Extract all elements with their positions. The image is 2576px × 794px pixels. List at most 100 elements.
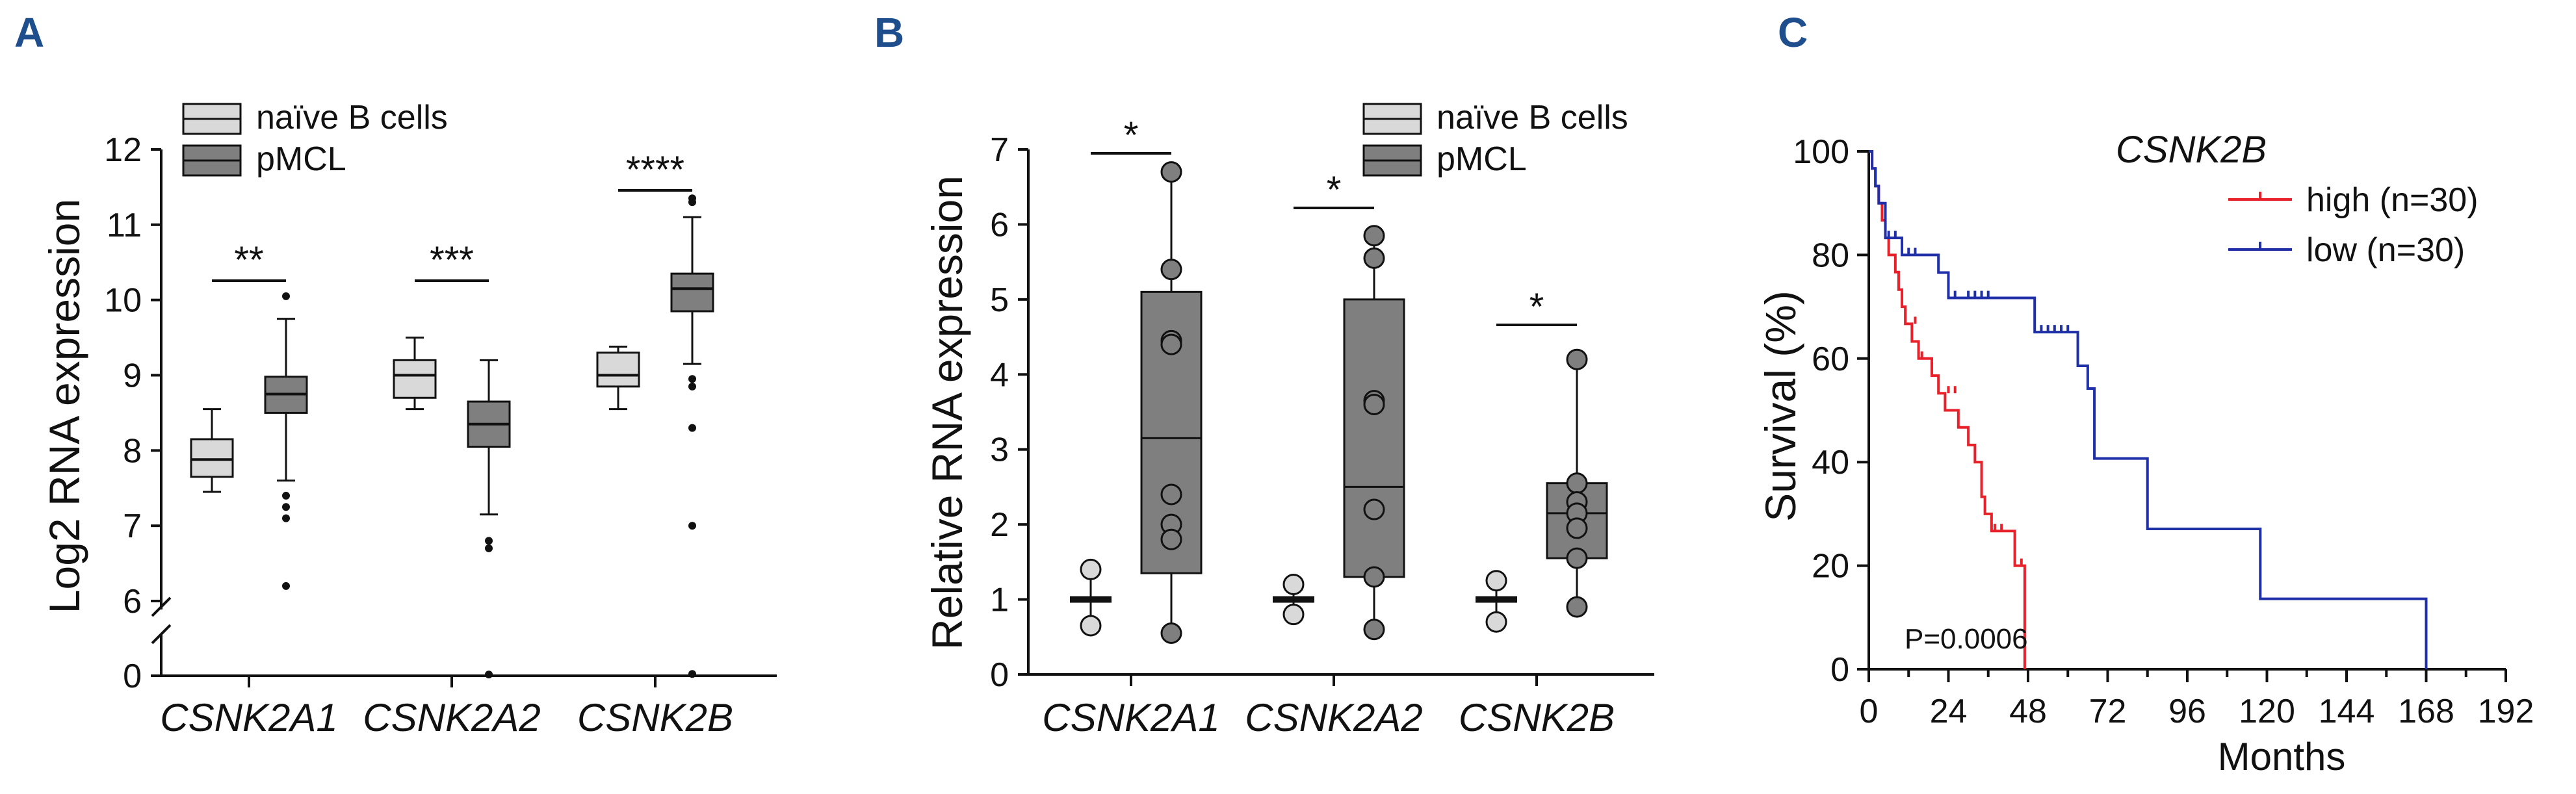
- panel-b-boxes: [1070, 161, 1608, 645]
- panel-a-y-tick-label: 9: [123, 357, 142, 395]
- panel-a-legend-label: naïve B cells: [256, 99, 448, 136]
- panel-a-outlier-point: [282, 503, 290, 511]
- panel-letter-a: A: [14, 9, 44, 56]
- panel-c-axes: 0 20 40 60 80 100 0 24 48 72 96 120 144 168 192: [1793, 133, 2534, 730]
- panel-c-legend-label: high (n=30): [2306, 181, 2478, 219]
- panel-b-legend-label: pMCL: [1437, 140, 1527, 178]
- panel-b-data-point: [1282, 573, 1305, 595]
- panel-a: A Log2 RNA expression 0 6 7 8 9 10 11 12 CSNK2A1…: [14, 9, 777, 739]
- panel-letter-c: C: [1778, 9, 1808, 56]
- panel-c-xlabel: Months: [2218, 735, 2346, 778]
- panel-b-legend-label: naïve B cells: [1437, 99, 1628, 136]
- panel-a-legend: naïve B cells pMCL: [182, 99, 448, 178]
- panel-b-y-tick-label: 1: [990, 582, 1009, 619]
- panel-b-box: [1476, 596, 1517, 603]
- panel-c-survival-curve: [1869, 150, 2026, 669]
- panel-c-y-tick-label: 80: [1812, 237, 1849, 274]
- panel-c-y-tick-label: 60: [1812, 340, 1849, 378]
- panel-c-x-tick-label: 120: [2239, 693, 2295, 730]
- panel-b-data-point: [1566, 472, 1588, 494]
- panel-a-category-label: CSNK2A1: [160, 696, 337, 739]
- panel-a-significance-label: ***: [430, 239, 474, 281]
- panel-a-y-tick-label: 7: [123, 507, 142, 545]
- panel-b-data-point: [1363, 619, 1385, 641]
- panel-a-outlier-point: [688, 382, 696, 391]
- panel-c-legend-label: low (n=30): [2306, 231, 2465, 269]
- panel-b-data-point: [1160, 259, 1182, 281]
- panel-b-box: [1273, 596, 1314, 603]
- panel-a-box: [190, 438, 234, 478]
- panel-b-significance: * * *: [1091, 114, 1577, 328]
- panel-b-data-point: [1363, 247, 1385, 269]
- panel-b-data-point: [1160, 528, 1182, 550]
- panel-a-outlier-point: [485, 537, 493, 545]
- panel-a-axis-break-mark: [151, 596, 172, 617]
- panel-b-data-point: [1566, 547, 1588, 569]
- panel-a-box: [393, 359, 437, 399]
- panel-b-data-point: [1282, 604, 1305, 626]
- panel-a-boxes: [190, 194, 714, 679]
- panel-a-outlier-point: [282, 514, 290, 522]
- panel-b-y-tick-label: 6: [990, 206, 1009, 244]
- panel-c-x-tick-label: 192: [2478, 693, 2534, 730]
- panel-a-outlier-point: [282, 491, 290, 500]
- panel-a-y-tick-label: 10: [104, 282, 142, 320]
- panel-b-category-label: CSNK2A2: [1245, 696, 1422, 739]
- panel-b-y-tick-label: 7: [990, 131, 1009, 169]
- panel-a-significance-label: ****: [626, 149, 684, 191]
- panel-a-legend-label: pMCL: [256, 140, 346, 178]
- panel-b-data-point: [1160, 622, 1182, 645]
- panel-b-data-point: [1566, 348, 1588, 370]
- panel-b-significance-label: *: [1529, 286, 1544, 328]
- panel-b-category-label: CSNK2B: [1459, 696, 1615, 739]
- panel-c-curves: [1869, 150, 2428, 669]
- panel-b-box: [1343, 298, 1405, 578]
- panel-c-y-tick-label: 100: [1793, 133, 1849, 171]
- panel-c-y-tick-label: 40: [1812, 444, 1849, 481]
- panel-a-y-tick-label: 0: [123, 658, 142, 695]
- panel-a-outlier-point: [282, 582, 290, 590]
- panel-a-y-tick-label: 12: [104, 131, 142, 169]
- panel-a-outlier-point: [485, 671, 493, 679]
- panel-c-x-tick-label: 96: [2168, 693, 2206, 730]
- panel-b-data-point: [1080, 558, 1102, 580]
- panel-b-y-tick-label: 3: [990, 431, 1009, 469]
- panel-c-x-tick-label: 24: [1930, 693, 1968, 730]
- panel-a-axis-break-mark: [151, 624, 172, 645]
- panel-c-y-tick-label: 0: [1830, 651, 1849, 689]
- panel-b-legend: naïve B cells pMCL: [1362, 99, 1628, 178]
- panel-b-category-label: CSNK2A1: [1042, 696, 1219, 739]
- panel-b-data-point: [1485, 570, 1507, 592]
- panel-b-data-point: [1485, 611, 1507, 633]
- panel-c-x-tick-label: 72: [2089, 693, 2127, 730]
- panel-b-data-point: [1566, 596, 1588, 618]
- panel-c-x-tick-label: 48: [2009, 693, 2047, 730]
- panel-c: C Survival (%) Months CSNK2B 0 20 40 60 80 10…: [1756, 9, 2534, 778]
- panel-a-ylabel: Log2 RNA expression: [40, 199, 88, 613]
- panel-b-y-tick-label: 2: [990, 506, 1009, 544]
- panel-a-y-tick-label: 6: [123, 583, 142, 621]
- panel-a-y-tick-label: 8: [123, 432, 142, 470]
- panel-a-axes: 0 6 7 8 9 10 11 12 CSNK2A1 CSNK2A2 CSNK2B: [104, 131, 777, 739]
- panel-b-data-point: [1566, 517, 1588, 539]
- panel-c-legend: high (n=30) low (n=30): [2228, 181, 2478, 269]
- panel-a-outlier-point: [688, 375, 696, 383]
- panel-b-significance-label: *: [1124, 114, 1139, 157]
- panel-a-outlier-point: [688, 424, 696, 432]
- panel-c-x-tick-label: 168: [2398, 693, 2454, 730]
- panel-b-data-point: [1080, 615, 1102, 637]
- panel-b-data-point: [1160, 333, 1182, 355]
- panel-a-outlier-point: [688, 198, 696, 207]
- panel-a-category-label: CSNK2A2: [363, 696, 540, 739]
- panel-c-x-tick-label: 0: [1860, 693, 1879, 730]
- panel-b-data-point: [1160, 483, 1182, 506]
- panel-b-y-tick-label: 0: [990, 656, 1009, 694]
- panel-a-box: [596, 352, 640, 388]
- panel-a-outlier-point: [282, 292, 290, 300]
- panel-b: B Relative RNA expression 0 1 2 3 4 5 6 7 CSNK2A…: [874, 9, 1654, 739]
- panel-a-significance-label: **: [234, 239, 263, 281]
- panel-a-y-tick-label: 11: [107, 207, 142, 244]
- panel-b-y-tick-label: 5: [990, 281, 1009, 319]
- panel-b-box: [1070, 596, 1112, 603]
